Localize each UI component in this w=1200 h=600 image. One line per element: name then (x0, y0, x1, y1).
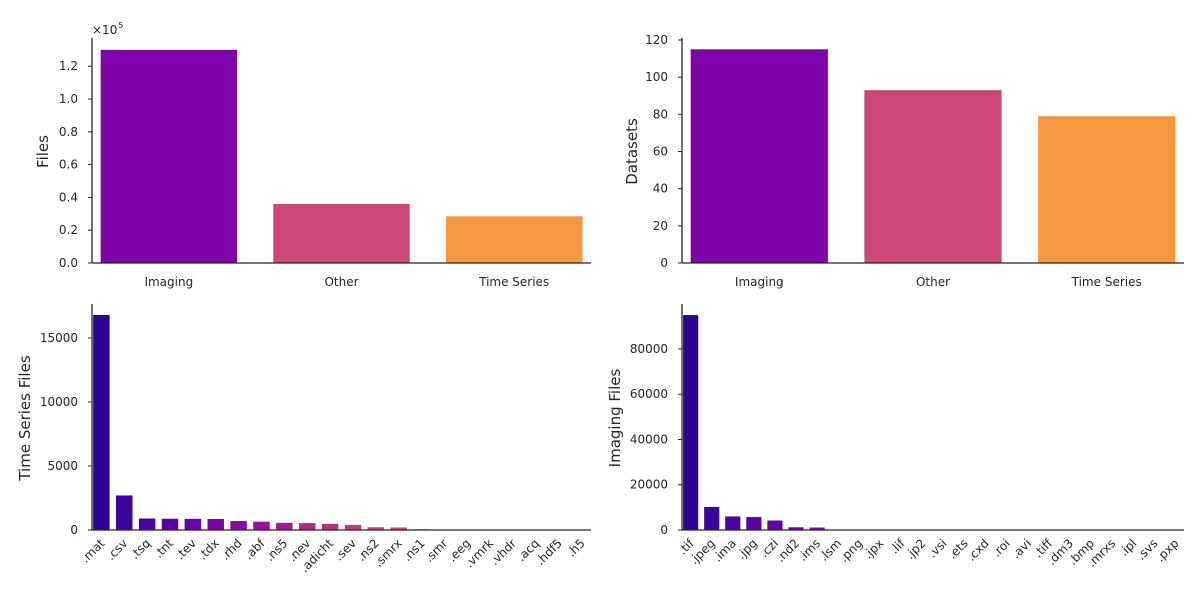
x-tick-label: Time Series (1071, 275, 1142, 289)
y-tick-label: 1.2 (59, 59, 78, 73)
bar-jpg (746, 517, 762, 530)
bar-TimeSeries (445, 216, 583, 263)
bar-ns5 (276, 522, 293, 530)
bar-tnt (161, 518, 179, 530)
x-tick-label: .roi (989, 536, 1012, 559)
x-tick-label: .avi (1009, 536, 1034, 561)
y-tick-label: 120 (645, 33, 668, 47)
chart-panel-4: 020000400006000080000.tif.jpeg.ima.jpg.c… (606, 304, 1184, 570)
x-tick-label: Other (324, 275, 358, 289)
bar-rhd (230, 521, 247, 530)
y-tick-label: 5000 (47, 459, 78, 473)
y-tick-label: 1.0 (59, 92, 78, 106)
y-tick-label: 15000 (40, 331, 78, 345)
y-tick-label: 0 (660, 523, 668, 537)
y-tick-label: 0.6 (59, 158, 78, 172)
y-tick-label: 0 (70, 523, 78, 537)
y-tick-label: 0 (660, 256, 668, 270)
bar-Imaging (690, 49, 828, 263)
bar-Other (864, 90, 1002, 263)
x-tick-label: .sev (332, 536, 359, 563)
y-tick-label: 0.8 (59, 125, 78, 139)
chart-panel-3: 0 5000 10000 15000 .mat.csv.tsq.tnt.tev.tdx.… (16, 304, 591, 575)
x-tick-label: .vsi (925, 536, 949, 560)
x-tick-label: .hdf5 (533, 536, 565, 568)
bar-tev (184, 518, 202, 530)
bar-csv (116, 495, 133, 530)
y-tick-label: 0.0 (59, 256, 78, 270)
x-tick-label: .cxd (964, 536, 992, 564)
bar-tsq (138, 518, 156, 530)
x-tick-label: .ns5 (263, 536, 291, 564)
x-tick-label: .pxp (1153, 536, 1181, 564)
bar-tdx (207, 518, 224, 530)
x-tick-label: .mat (78, 536, 108, 566)
x-tick-label: .jpx (861, 536, 886, 561)
x-tick-label: .vhdr (487, 536, 519, 568)
y-tick-label: 10000 (40, 395, 78, 409)
y-tick-label: 40000 (630, 432, 668, 446)
y-axis-label: Files (34, 135, 52, 168)
bar-jpeg (704, 506, 720, 530)
x-tick-label: .h5 (564, 536, 587, 559)
y-tick-label: 60000 (630, 387, 668, 401)
bar-nev (298, 523, 316, 530)
axis-offset-text: ×105 (92, 21, 123, 37)
x-tick-label: .tdx (196, 536, 222, 562)
x-tick-label: .tnt (151, 536, 176, 561)
y-axis-label: Imaging Files (606, 369, 624, 468)
x-tick-label: .ims (796, 536, 824, 564)
bar-TimeSeries (1038, 116, 1176, 263)
y-tick-label: 40 (653, 182, 668, 196)
x-tick-label: .tsq (128, 536, 154, 562)
x-tick-label: .rhd (218, 536, 245, 563)
bar-abf (253, 521, 270, 530)
y-tick-label: 20 (653, 219, 668, 233)
x-tick-label: .ns1 (400, 536, 428, 564)
y-tick-label: 0.2 (59, 223, 78, 237)
bar-mat (93, 314, 110, 530)
x-tick-label: .jp2 (903, 536, 929, 562)
y-tick-label: 20000 (630, 478, 668, 492)
bar-ims (809, 527, 825, 530)
bar-nd2 (788, 527, 804, 530)
bar-Imaging (100, 49, 238, 264)
y-tick-label: 80 (653, 107, 668, 121)
bar-adicht (321, 523, 339, 530)
bar-ns2 (367, 527, 385, 530)
bar-smrx (390, 527, 407, 530)
y-axis-label: Time Series Files (16, 355, 34, 481)
x-tick-label: .csv (104, 536, 131, 563)
x-tick-label: .tev (173, 536, 199, 562)
x-tick-label: .smr (422, 536, 451, 565)
x-tick-label: .jpg (734, 536, 760, 562)
y-tick-label: 100 (645, 70, 668, 84)
bar-tif (683, 315, 699, 530)
chart-panel-1: 0.0 0.2 0.4 0.6 0.8 1.0 1.2 Imaging Other Time Se… (34, 21, 591, 289)
bar-czi (767, 520, 783, 530)
x-tick-label: Imaging (144, 275, 193, 289)
y-axis-label: Datasets (623, 118, 641, 185)
x-tick-label: .abf (241, 536, 268, 563)
x-tick-label: Time Series (478, 275, 549, 289)
bar-Other (273, 203, 410, 263)
chart-panel-2: 0 20 40 60 80 100 120 Imaging Other Time Series Da… (623, 33, 1184, 289)
x-tick-label: Other (916, 275, 950, 289)
bar-sev (344, 524, 362, 530)
bar-ima (725, 516, 741, 530)
y-tick-label: 60 (653, 145, 668, 159)
x-tick-label: Imaging (735, 275, 784, 289)
y-tick-label: 80000 (630, 342, 668, 356)
y-tick-label: 0.4 (59, 190, 78, 204)
